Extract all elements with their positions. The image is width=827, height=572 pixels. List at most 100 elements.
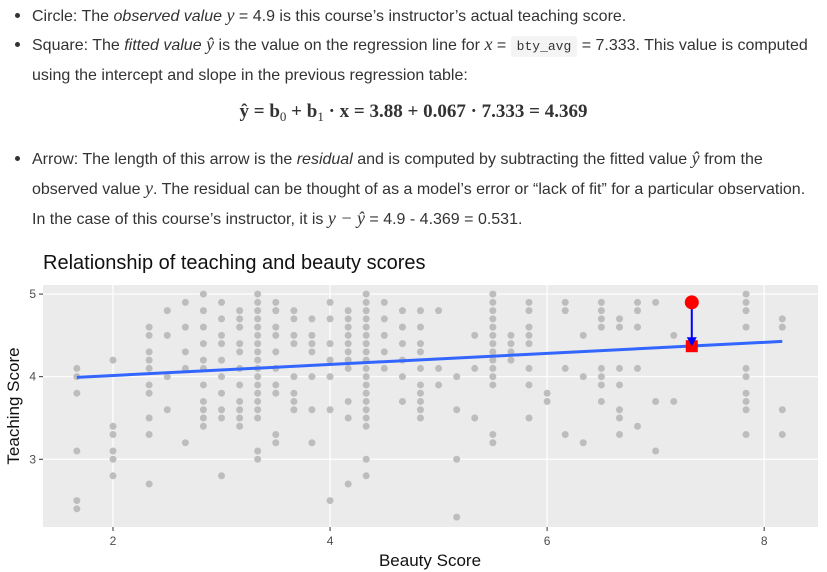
data-point	[254, 290, 262, 298]
data-point	[634, 298, 642, 306]
data-point	[362, 414, 370, 422]
data-point	[579, 439, 587, 447]
data-point	[344, 348, 352, 356]
data-point	[254, 414, 262, 422]
data-point	[290, 397, 298, 405]
data-point	[272, 430, 280, 438]
equation: ŷ = b0 + b1 · x = 3.88 + 0.067 · 7.333 =…	[0, 101, 827, 125]
data-point	[561, 364, 569, 372]
data-point	[616, 430, 624, 438]
data-point	[398, 373, 406, 381]
data-point	[199, 340, 207, 348]
data-point	[634, 307, 642, 315]
data-point	[199, 307, 207, 315]
data-point	[344, 331, 352, 339]
data-point	[616, 381, 624, 389]
x-axis-title: Beauty Score	[379, 551, 481, 570]
data-point	[453, 513, 461, 521]
text-segment: y	[226, 5, 235, 25]
data-point	[616, 315, 624, 323]
data-point	[362, 397, 370, 405]
data-point	[254, 298, 262, 306]
data-point	[109, 472, 117, 480]
data-point	[597, 397, 605, 405]
text-segment: observed value	[113, 8, 223, 25]
data-point	[218, 414, 226, 422]
data-point	[326, 315, 334, 323]
data-point	[145, 356, 153, 364]
data-point	[326, 356, 334, 364]
data-point	[597, 298, 605, 306]
text-segment: Arrow: The length of this arrow is the	[32, 151, 297, 168]
data-point	[236, 315, 244, 323]
data-point	[489, 430, 497, 438]
data-point	[218, 331, 226, 339]
data-point	[199, 356, 207, 364]
data-point	[525, 340, 533, 348]
data-point	[362, 389, 370, 397]
text-segment: is the value on the regression line for	[214, 37, 485, 54]
data-point	[507, 340, 515, 348]
data-point	[616, 406, 624, 414]
data-point	[344, 414, 352, 422]
data-point	[471, 414, 479, 422]
data-point	[326, 497, 334, 505]
data-point	[254, 373, 262, 381]
data-point	[109, 422, 117, 430]
data-point	[416, 323, 424, 331]
data-point	[597, 315, 605, 323]
data-point	[561, 298, 569, 306]
data-point	[145, 480, 153, 488]
data-point	[742, 290, 750, 298]
data-point	[778, 430, 786, 438]
data-point	[254, 315, 262, 323]
data-point	[525, 364, 533, 372]
chart-title: Relationship of teaching and beauty scor…	[43, 252, 425, 274]
data-point	[218, 340, 226, 348]
data-point	[272, 307, 280, 315]
data-point	[507, 331, 515, 339]
data-point	[634, 364, 642, 372]
data-point	[525, 414, 533, 422]
data-point	[778, 315, 786, 323]
data-point	[489, 373, 497, 381]
data-point	[416, 307, 424, 315]
data-point	[362, 381, 370, 389]
data-point	[109, 356, 117, 364]
data-point	[344, 315, 352, 323]
data-point	[489, 315, 497, 323]
data-point	[199, 414, 207, 422]
data-point	[73, 389, 81, 397]
data-point	[181, 439, 189, 447]
data-point	[272, 389, 280, 397]
text-segment: y − ŷ	[327, 208, 365, 228]
bullet: Circle: The observed value y = 4.9 is th…	[15, 1, 822, 31]
data-point	[290, 406, 298, 414]
data-point	[236, 414, 244, 422]
data-point	[380, 315, 388, 323]
data-point	[254, 340, 262, 348]
data-point	[218, 406, 226, 414]
data-point	[163, 307, 171, 315]
data-point	[308, 406, 316, 414]
arrow-head	[686, 337, 697, 347]
data-point	[489, 340, 497, 348]
data-point	[362, 472, 370, 480]
data-point	[398, 397, 406, 405]
data-point	[778, 323, 786, 331]
data-point	[489, 356, 497, 364]
y-tick-label: 5	[29, 287, 36, 301]
data-point	[489, 331, 497, 339]
data-point	[236, 340, 244, 348]
data-point	[272, 381, 280, 389]
data-point	[380, 348, 388, 356]
data-point	[73, 497, 81, 505]
data-point	[199, 406, 207, 414]
data-point	[416, 414, 424, 422]
data-point	[145, 414, 153, 422]
text-segment: = 7.333. This value is computed using th…	[32, 37, 808, 84]
bullet: Arrow: The length of this arrow is the r…	[15, 144, 822, 234]
data-point	[254, 356, 262, 364]
data-point	[416, 389, 424, 397]
y-tick-label: 3	[29, 452, 36, 466]
